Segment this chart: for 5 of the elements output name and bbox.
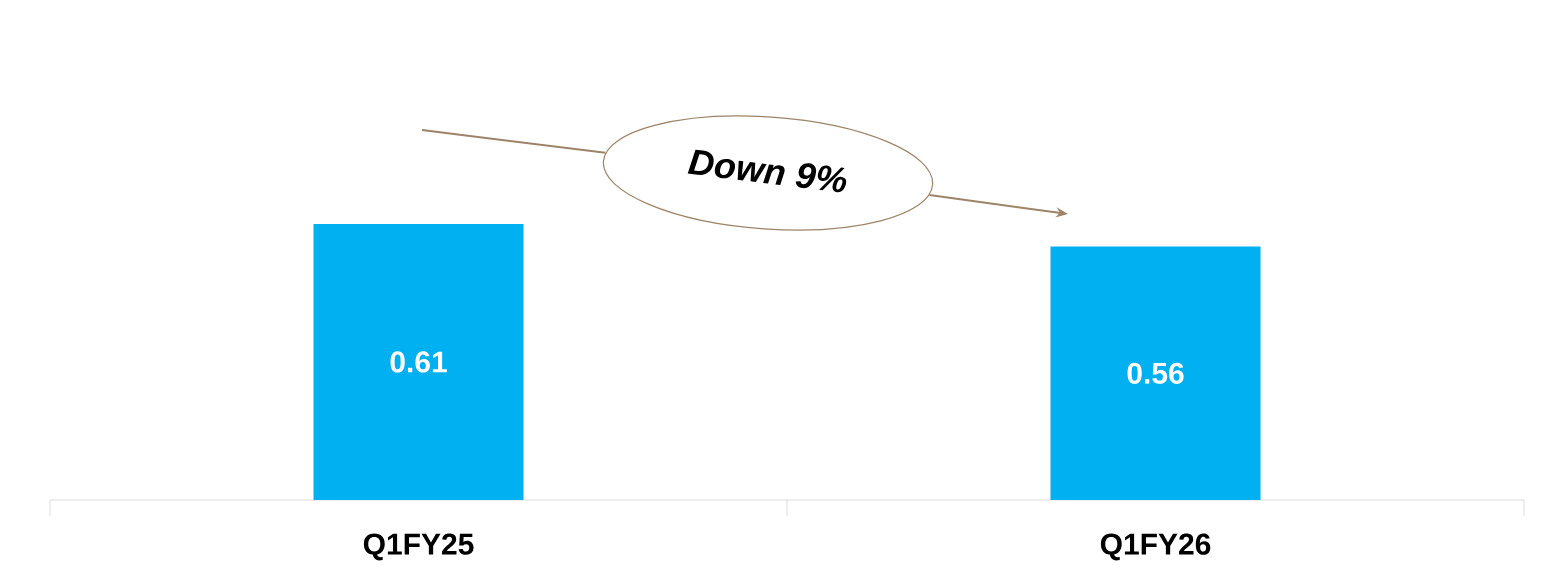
data-label: 0.56 bbox=[1127, 362, 1184, 384]
data-label: 0.61 bbox=[390, 351, 447, 373]
text: Down 9% bbox=[687, 149, 847, 193]
x-tick-label: Q1FY26 bbox=[1100, 533, 1211, 561]
x-tick-label: Q1FY25 bbox=[363, 533, 474, 561]
